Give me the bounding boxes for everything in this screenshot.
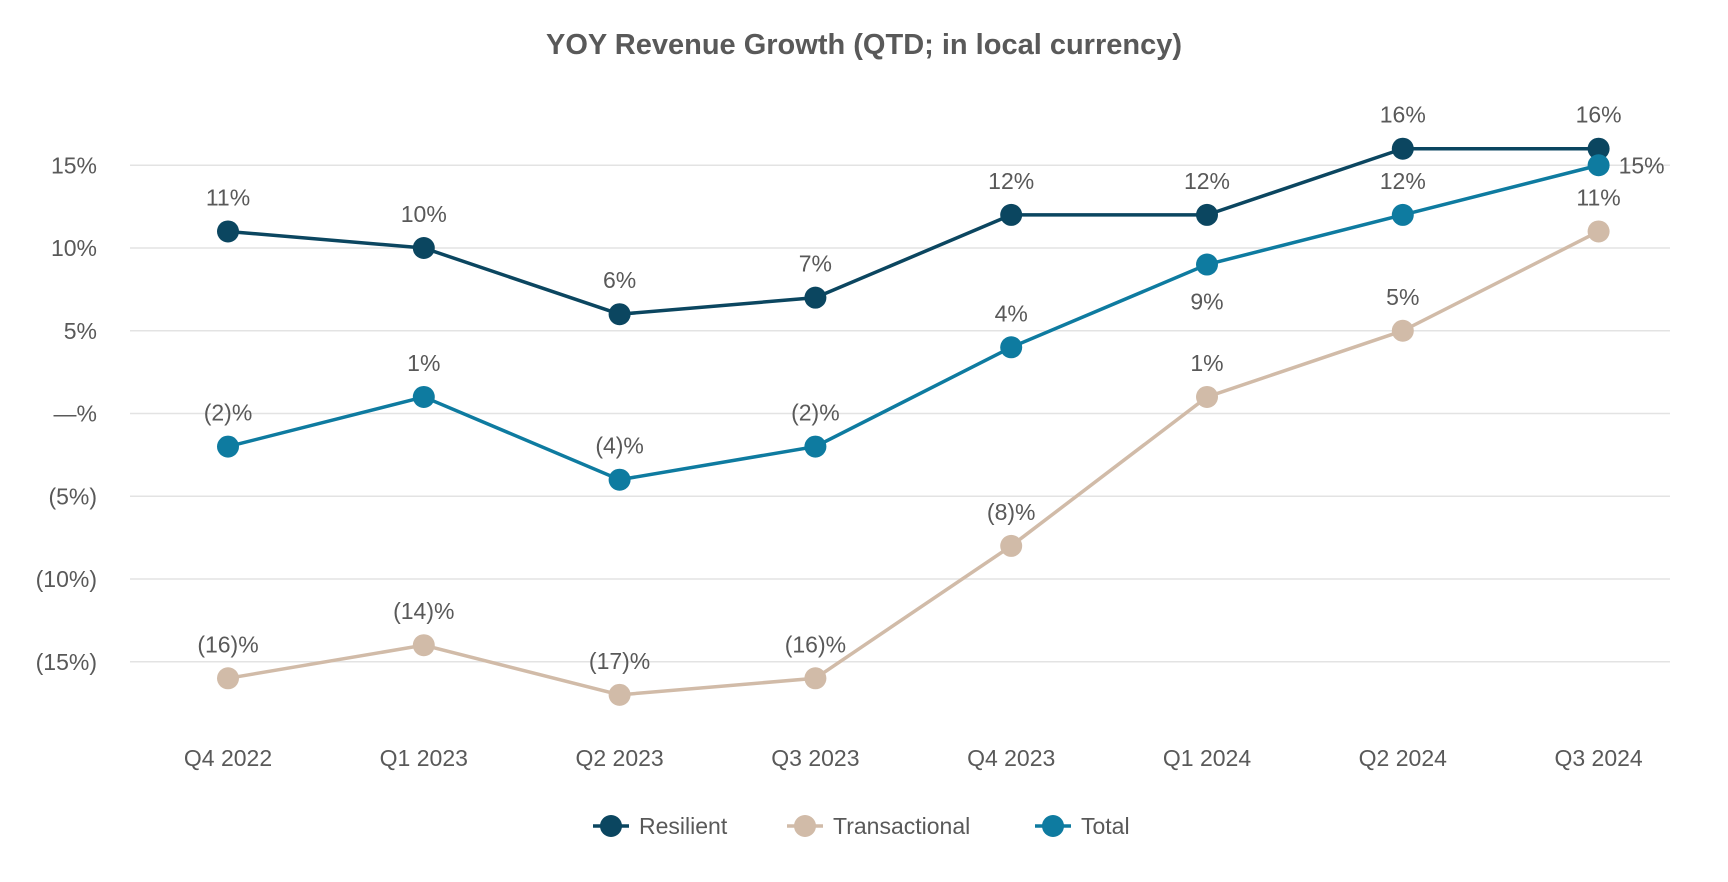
total-point [412,385,435,408]
data-label: (17)% [589,648,650,674]
transactional-point [217,667,239,690]
resilient-point [1196,203,1218,226]
y-tick-label: 5% [64,318,97,344]
resilient-point [608,303,631,326]
data-label: 12% [1184,168,1230,194]
total-point [217,435,239,458]
data-label: 6% [603,267,636,293]
resilient-point [1587,137,1610,160]
data-label: 15% [1619,152,1665,178]
resilient-point [804,286,827,309]
resilient-point [412,237,435,259]
transactional-point [608,683,631,706]
data-label: (4)% [595,433,644,459]
data-label: 1% [407,350,440,376]
legend-marker [1042,815,1064,837]
series-resilient: 11% 10% 6% 7% 12% 12% 16% 16% [206,102,1622,326]
total-point [1196,253,1218,276]
legend-label: Resilient [639,813,728,839]
legend-label: Total [1081,813,1130,839]
resilient-line [227,146,1599,316]
data-label: (8)% [987,499,1036,525]
x-tick-label: Q4 2023 [967,745,1055,771]
data-label: 7% [799,251,832,277]
chart-title: YOY Revenue Growth (QTD; in local curren… [546,29,1182,61]
data-label: (14)% [393,598,454,624]
y-tick-label: (10%) [36,566,97,592]
data-label: 12% [1380,168,1426,194]
total-point [804,435,827,458]
total-point [1000,336,1023,359]
transactional-point [1000,534,1023,557]
legend-marker [600,815,622,837]
data-label: 4% [995,300,1028,326]
gridlines [130,164,1670,663]
data-label: 9% [1190,289,1223,315]
data-label: (16)% [785,631,846,657]
y-tick-label: 15% [51,152,97,178]
data-label: 12% [988,168,1034,194]
y-tick-label: (5%) [48,483,97,509]
x-axis: Q4 2022 Q1 2023 Q2 2023 Q3 2023 Q4 2023 Q1 20… [184,745,1643,771]
data-label: 5% [1386,284,1419,310]
transactional-point [1391,319,1414,342]
data-label: 16% [1380,102,1426,128]
x-tick-label: Q3 2024 [1554,745,1642,771]
resilient-point [217,220,239,243]
legend-item-resilient: Resilient [593,813,728,839]
total-point [1391,203,1414,226]
transactional-point [804,667,827,690]
transactional-line [227,229,1600,697]
resilient-point [1391,137,1414,160]
transactional-point [412,634,435,657]
x-tick-label: Q3 2023 [771,745,859,771]
series-total: (2)% 1% (4)% (2)% 4% 9% 12% 15% [204,152,1665,491]
series-transactional: (16)% (14)% (17)% (16)% (8)% 1% 5% 11% [197,184,1621,706]
legend: Resilient Transactional Total [593,813,1130,839]
data-label: 1% [1190,350,1223,376]
total-point [1587,154,1610,177]
total-point [608,468,631,491]
transactional-point [1196,385,1218,408]
legend-item-transactional: Transactional [787,813,970,839]
data-label: 16% [1576,102,1622,128]
total-line [227,163,1600,482]
data-label: (2)% [204,400,253,426]
data-label: (2)% [791,400,840,426]
transactional-point [1587,220,1610,243]
legend-item-total: Total [1035,813,1130,839]
legend-marker [794,815,816,837]
y-tick-label: —% [54,401,97,427]
y-tick-label: 10% [51,235,97,261]
data-label: 10% [401,201,447,227]
x-tick-label: Q2 2023 [575,745,663,771]
legend-label: Transactional [833,813,970,839]
series-group: 11%10%6%7%12% 12%16% 16%(16)%(14)%(17)%(16… [197,102,1665,706]
resilient-point [1000,203,1023,226]
y-axis: 15% 10% 5% —% (5%) (10%) (15%) [36,152,97,675]
y-tick-label: (15%) [36,649,97,675]
x-tick-label: Q2 2024 [1359,745,1447,771]
x-tick-label: Q1 2024 [1163,745,1251,771]
x-tick-label: Q4 2022 [184,745,272,771]
data-label: 11% [1576,184,1620,210]
data-label: (16)% [197,631,258,657]
data-label: 11% [206,184,250,210]
x-tick-label: Q1 2023 [380,745,468,771]
